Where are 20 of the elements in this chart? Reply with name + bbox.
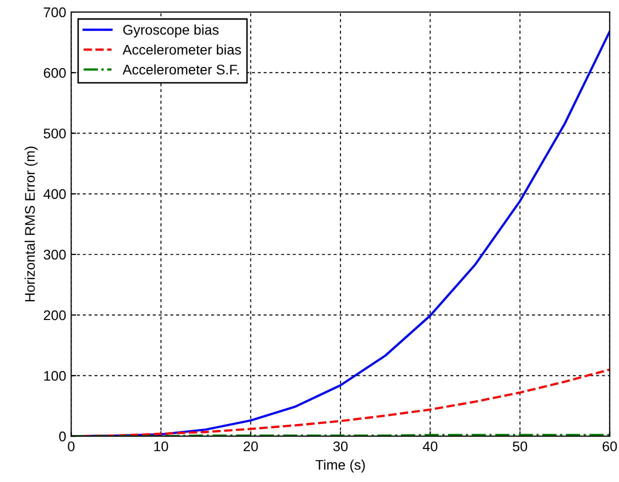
y-tick-label: 300 [44, 250, 66, 260]
y-tick-label: 600 [44, 68, 66, 78]
y-tick-label: 200 [44, 310, 66, 320]
y-axis-title: Horizontal RMS Error (m) [24, 146, 38, 302]
x-tick-label: 0 [68, 441, 75, 452]
x-tick-label: 50 [512, 441, 528, 452]
y-tick-label: 700 [44, 7, 66, 18]
y-tick-label: 500 [44, 128, 66, 138]
legend-label: Accelerometer S.F. [122, 64, 239, 75]
x-tick-label: 20 [244, 441, 258, 452]
x-tick-label: 30 [333, 441, 348, 452]
legend-label: Gyroscope bias [123, 24, 219, 38]
x-tick-label: 10 [154, 441, 168, 452]
x-tick-label: 60 [602, 441, 617, 452]
y-tick-label: 100 [44, 370, 66, 381]
x-tick-label: 40 [422, 441, 438, 452]
y-tick-label: 400 [43, 189, 66, 199]
x-axis-title: Time (s) [316, 460, 365, 473]
legend-label: Accelerometer bias [122, 44, 241, 55]
y-tick-label: 0 [59, 432, 66, 442]
